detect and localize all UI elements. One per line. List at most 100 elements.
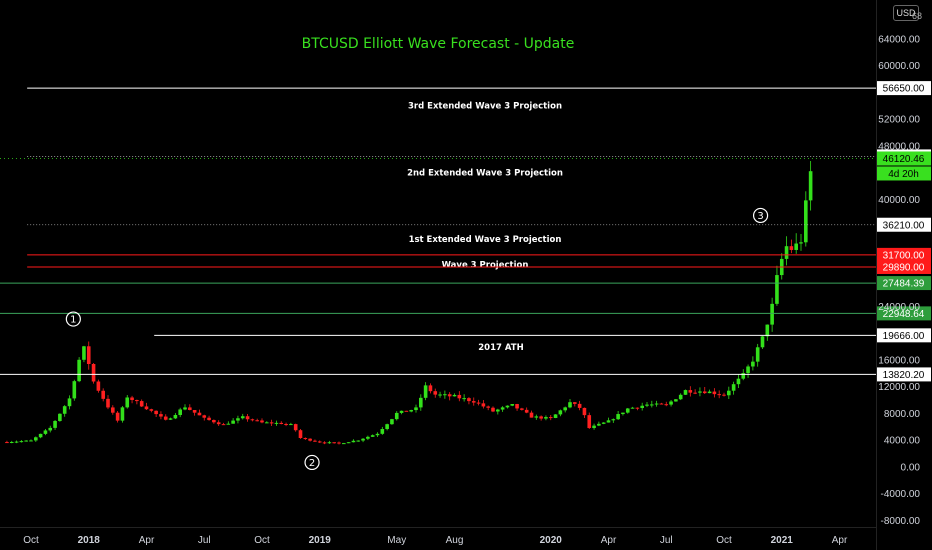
price-tag[interactable] [876, 81, 931, 96]
currency-badge[interactable]: USD [893, 5, 919, 21]
candle [577, 403, 582, 408]
y-axis[interactable]: 64000.00 60000.00 52000.00 48000.00 40000.00… [878, 34, 920, 526]
candle [293, 424, 298, 431]
candle [731, 384, 736, 391]
y-tick-label: 0.00 [901, 462, 921, 473]
candle [298, 430, 303, 439]
candle [775, 275, 779, 304]
candle [606, 420, 611, 423]
candle [236, 418, 240, 421]
x-tick-label: 2018 [78, 535, 101, 546]
candle [505, 405, 510, 408]
candle [558, 410, 563, 415]
candle [226, 423, 231, 425]
candle [573, 402, 577, 404]
levels-layer: 56650.00 3rd Extended Wave 3 Projection 46… [0, 81, 931, 382]
candle [409, 410, 413, 412]
candle [447, 394, 452, 397]
y-tick-label: 52000.00 [878, 115, 920, 126]
y-tick-label: 60000.00 [878, 61, 920, 72]
price-tag[interactable] [876, 151, 931, 166]
price-tag[interactable] [876, 306, 931, 321]
candle [346, 442, 351, 444]
wave-labels-layer: 1 2 3 [65, 207, 769, 471]
candle [86, 346, 91, 364]
x-tick-label: 2020 [540, 535, 563, 546]
candle [385, 424, 389, 430]
candle [520, 408, 524, 410]
candle [120, 407, 125, 421]
candle [332, 442, 336, 444]
candle [650, 404, 654, 406]
candle [361, 438, 365, 441]
price-tag[interactable] [876, 328, 931, 343]
candle [635, 407, 640, 409]
candle [678, 394, 683, 400]
candle [197, 412, 202, 416]
candle [265, 422, 269, 424]
level-annotation: Wave 3 Projection [442, 261, 529, 271]
candle [43, 430, 48, 434]
candle [443, 394, 447, 396]
time-axis-separator [0, 527, 876, 528]
candle [491, 407, 495, 412]
candle [659, 403, 664, 405]
x-tick-label: Jul [660, 535, 673, 546]
y-tick-label: 16000.00 [878, 355, 920, 366]
candle [19, 441, 24, 443]
candle [808, 171, 813, 201]
candle [53, 420, 57, 428]
candle [289, 424, 293, 426]
candle [178, 409, 182, 415]
candle [154, 410, 158, 415]
x-tick-label: 2019 [309, 535, 332, 546]
price-tag[interactable] [876, 259, 931, 274]
price-tag[interactable] [876, 247, 931, 262]
candle [568, 402, 572, 408]
price-tag[interactable] [876, 367, 931, 382]
candle [625, 408, 630, 413]
candle [597, 423, 601, 426]
candle [168, 418, 173, 420]
price-tag[interactable] [876, 217, 931, 232]
y-tick-label: -8000.00 [881, 516, 921, 527]
candle [72, 381, 77, 399]
candle [471, 401, 476, 403]
candle [115, 412, 120, 421]
candle [784, 246, 789, 259]
candle [698, 391, 702, 393]
candle [192, 410, 197, 413]
chart-title: BTCUSD Elliott Wave Forecast - Update [301, 36, 575, 52]
candle [741, 373, 746, 379]
price-tag-label: 56650.00 [883, 84, 925, 95]
candle [630, 407, 635, 409]
candle [279, 422, 284, 425]
candle [139, 401, 144, 407]
candle [476, 402, 481, 404]
candle [794, 243, 798, 250]
candle [183, 407, 187, 410]
candle [582, 407, 587, 416]
candle [212, 420, 216, 423]
candle [245, 416, 250, 420]
candle [664, 404, 669, 406]
candle [375, 433, 380, 436]
candle [34, 437, 38, 441]
x-axis[interactable]: Oct 2018 Apr Jul Oct 2019 May Aug 2020 Apr Jul Oct 2… [23, 535, 848, 546]
candle [250, 419, 255, 421]
candle [144, 406, 149, 410]
candle [221, 424, 226, 426]
candle [111, 407, 115, 413]
x-tick-label: Apr [601, 535, 617, 546]
price-tag-label: 31700.00 [883, 250, 925, 261]
candle [539, 416, 543, 419]
candle [356, 440, 361, 442]
level-annotation: 2nd Extended Wave 3 Projection [407, 168, 563, 178]
y-tick-label: 8000.00 [884, 409, 921, 420]
candle [553, 414, 558, 419]
wave-label-2: 2 [309, 458, 315, 469]
countdown-tag[interactable] [876, 166, 931, 181]
price-tag[interactable] [876, 276, 931, 291]
candle [284, 424, 288, 426]
